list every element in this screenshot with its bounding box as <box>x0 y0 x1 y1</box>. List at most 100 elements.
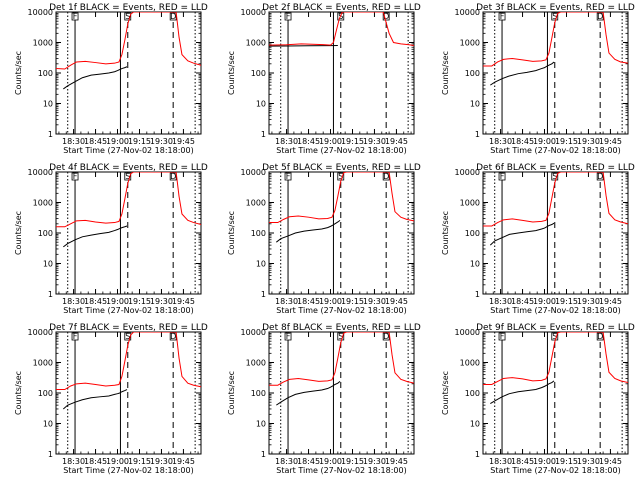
y-axis-label: Counts/sec <box>14 371 23 415</box>
x-tick-label: 18:30 <box>275 137 298 146</box>
x-tick-label: 19:30 <box>150 137 173 146</box>
x-axis-label: Start Time (27-Nov-02 18:18:00) <box>490 466 620 475</box>
chart-title: Det 2f BLACK = Events, RED = LLD <box>262 3 421 13</box>
marker-box <box>551 332 559 341</box>
x-axis-label: Start Time (27-Nov-02 18:18:00) <box>276 466 406 475</box>
y-tick-label: 100 <box>38 389 53 398</box>
marker-label: F <box>73 172 78 181</box>
y-axis-label: Counts/sec <box>227 371 236 415</box>
y-tick-label: 100 <box>465 69 480 78</box>
y-tick-label: 1 <box>475 450 480 459</box>
x-axis-label: Start Time (27-Nov-02 18:18:00) <box>276 146 406 155</box>
chart-title: Det 6f BLACK = Events, RED = LLD <box>476 163 635 173</box>
marker-box <box>337 332 345 341</box>
marker-label: F <box>73 12 78 21</box>
chart-panel-3: Det 3f BLACK = Events, RED = LLD 1 10 100 10… <box>441 3 635 155</box>
chart-panel-2: Det 2f BLACK = Events, RED = LLD 1 10 100 10… <box>227 3 421 155</box>
marker-label: S <box>125 12 130 21</box>
series-line-events <box>276 381 341 406</box>
series-line-lld <box>269 172 414 224</box>
x-axis-label: Start Time (27-Nov-02 18:18:00) <box>276 306 406 315</box>
series-line-lld <box>56 12 201 70</box>
y-tick-label: 1000 <box>460 199 480 208</box>
y-tick-label: 100 <box>251 389 266 398</box>
chart-panel-1: Det 1f BLACK = Events, RED = LLD 1 10 100 10… <box>14 3 208 155</box>
y-tick-label: 10 <box>43 260 53 269</box>
series-line-lld <box>483 12 628 67</box>
x-tick-label: 19:00 <box>319 137 342 146</box>
x-tick-label: 19:15 <box>128 457 151 466</box>
y-tick-label: 1000 <box>246 359 266 368</box>
y-axis-label: Counts/sec <box>441 51 450 95</box>
y-tick-label: 1 <box>48 130 53 139</box>
x-tick-label: 18:30 <box>275 457 298 466</box>
marker-label: D <box>383 12 389 21</box>
x-tick-label: 19:00 <box>319 457 342 466</box>
y-tick-label: 10 <box>43 420 53 429</box>
marker-label: S <box>552 12 557 21</box>
marker-label: S <box>338 332 343 341</box>
y-tick-label: 1000 <box>246 199 266 208</box>
x-tick-label: 19:30 <box>577 297 600 306</box>
y-tick-label: 10 <box>470 260 480 269</box>
x-tick-label: 19:00 <box>533 297 556 306</box>
y-tick-label: 10 <box>470 420 480 429</box>
x-tick-label: 19:45 <box>385 457 408 466</box>
y-tick-label: 10000 <box>455 328 480 337</box>
plot-frame <box>268 331 415 455</box>
x-tick-label: 19:30 <box>577 137 600 146</box>
series-line-lld <box>269 12 414 46</box>
marker-label: D <box>597 12 603 21</box>
x-tick-label: 18:45 <box>297 297 320 306</box>
marker-box <box>71 332 79 341</box>
x-tick-label: 19:45 <box>385 297 408 306</box>
marker-label: D <box>383 332 389 341</box>
y-tick-label: 10000 <box>28 328 53 337</box>
chart-title: Det 8f BLACK = Events, RED = LLD <box>262 323 421 333</box>
y-tick-label: 1 <box>261 130 266 139</box>
y-tick-label: 10000 <box>28 8 53 17</box>
x-tick-label: 19:00 <box>106 457 129 466</box>
x-tick-label: 19:15 <box>341 457 364 466</box>
marker-label: D <box>597 332 603 341</box>
series-line-events <box>63 66 128 90</box>
chart-panel-4: Det 4f BLACK = Events, RED = LLD 1 10 100 10… <box>14 163 208 315</box>
y-tick-label: 1 <box>261 290 266 299</box>
x-tick-label: 19:45 <box>599 297 622 306</box>
y-tick-label: 1 <box>261 450 266 459</box>
marker-label: F <box>500 172 505 181</box>
chart-title: Det 4f BLACK = Events, RED = LLD <box>49 163 208 173</box>
y-tick-label: 10 <box>256 260 266 269</box>
y-axis-label: Counts/sec <box>14 211 23 255</box>
marker-label: S <box>552 172 557 181</box>
y-tick-label: 1000 <box>33 199 53 208</box>
y-tick-label: 1000 <box>460 359 480 368</box>
chart-panel-6: Det 6f BLACK = Events, RED = LLD 1 10 100 10… <box>441 163 635 315</box>
x-tick-label: 19:15 <box>555 457 578 466</box>
marker-box <box>382 332 390 341</box>
x-axis-label: Start Time (27-Nov-02 18:18:00) <box>490 146 620 155</box>
series-line-lld <box>56 332 201 391</box>
x-tick-label: 18:45 <box>84 297 107 306</box>
x-axis-label: Start Time (27-Nov-02 18:18:00) <box>63 306 193 315</box>
x-axis-label: Start Time (27-Nov-02 18:18:00) <box>63 146 193 155</box>
x-tick-label: 19:00 <box>319 297 342 306</box>
x-tick-label: 19:30 <box>577 457 600 466</box>
marker-box <box>498 172 506 181</box>
y-tick-label: 10000 <box>241 8 266 17</box>
y-tick-label: 10 <box>43 100 53 109</box>
x-tick-label: 19:30 <box>363 297 386 306</box>
series-line-events <box>490 380 555 405</box>
x-tick-label: 19:30 <box>363 457 386 466</box>
x-tick-label: 19:30 <box>150 457 173 466</box>
y-tick-label: 1000 <box>33 359 53 368</box>
marker-box <box>71 172 79 181</box>
x-tick-label: 19:00 <box>106 297 129 306</box>
plot-frame <box>268 171 415 295</box>
marker-box <box>596 332 604 341</box>
marker-label: D <box>170 12 176 21</box>
marker-label: S <box>338 172 343 181</box>
x-axis-label: Start Time (27-Nov-02 18:18:00) <box>63 466 193 475</box>
plot-frame <box>55 171 202 295</box>
